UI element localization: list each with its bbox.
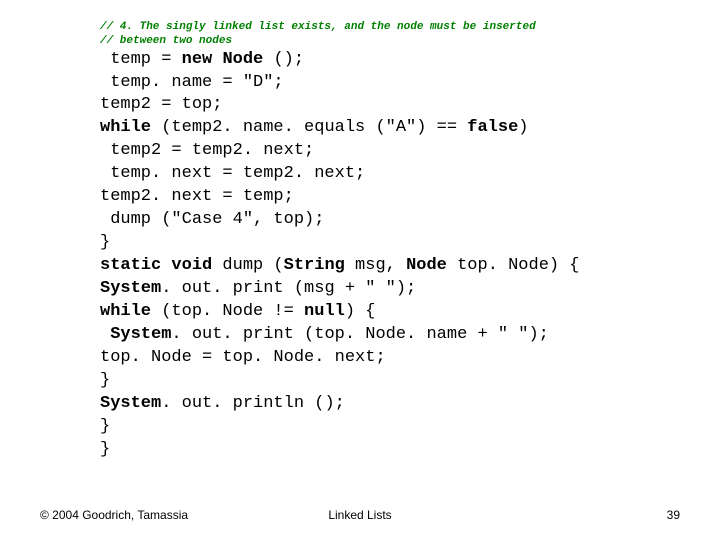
code-comment: // 4. The singly linked list exists, and… xyxy=(100,20,680,49)
code-line: dump ("Case 4", top); xyxy=(100,209,680,232)
code-line: System. out. println (); xyxy=(100,393,680,416)
copyright-text: © 2004 Goodrich, Tamassia xyxy=(40,508,188,522)
code-line: temp2 = top; xyxy=(100,94,680,117)
code-line: temp. next = temp2. next; xyxy=(100,163,680,186)
code-line: while (temp2. name. equals ("A") == fals… xyxy=(100,117,680,140)
code-line: static void dump (String msg, Node top. … xyxy=(100,255,680,278)
code-line: top. Node = top. Node. next; xyxy=(100,347,680,370)
code-line: while (top. Node != null) { xyxy=(100,301,680,324)
page-number: 39 xyxy=(667,508,680,522)
code-line: } xyxy=(100,439,680,462)
code-line: } xyxy=(100,370,680,393)
code-line: temp2. next = temp; xyxy=(100,186,680,209)
code-block: temp = new Node (); temp. name = "D";tem… xyxy=(100,49,680,462)
comment-line-1: // 4. The singly linked list exists, and… xyxy=(100,21,536,33)
comment-line-2: // between two nodes xyxy=(100,35,232,47)
slide-footer: © 2004 Goodrich, Tamassia Linked Lists 3… xyxy=(0,508,720,522)
code-line: } xyxy=(100,416,680,439)
slide-container: // 4. The singly linked list exists, and… xyxy=(0,0,720,540)
code-line: System. out. print (msg + " "); xyxy=(100,278,680,301)
code-line: temp = new Node (); xyxy=(100,49,680,72)
footer-title: Linked Lists xyxy=(328,508,391,522)
code-line: temp. name = "D"; xyxy=(100,72,680,95)
code-line: } xyxy=(100,232,680,255)
code-line: temp2 = temp2. next; xyxy=(100,140,680,163)
code-line: System. out. print (top. Node. name + " … xyxy=(100,324,680,347)
